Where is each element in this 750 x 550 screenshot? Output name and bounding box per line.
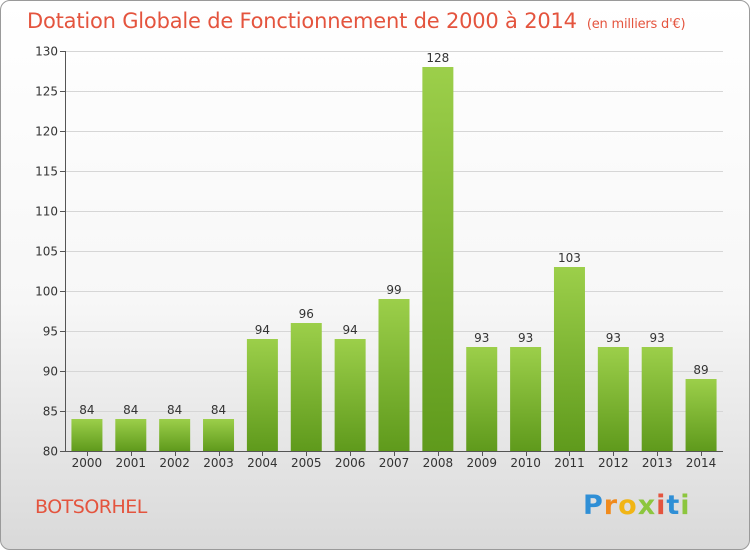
x-tick-label: 2010 bbox=[510, 456, 541, 470]
data-label: 103 bbox=[558, 251, 581, 265]
data-label: 93 bbox=[518, 331, 533, 345]
proxiti-logo: Proxiti bbox=[583, 490, 691, 521]
bar bbox=[334, 339, 366, 451]
logo-letter: t bbox=[666, 490, 681, 521]
logo-letter: i bbox=[656, 490, 667, 521]
bar bbox=[685, 379, 717, 451]
bar bbox=[203, 419, 235, 451]
logo-letter: P bbox=[583, 490, 604, 521]
bar bbox=[71, 419, 103, 451]
bar bbox=[466, 347, 498, 451]
x-tick-label: 2014 bbox=[686, 456, 717, 470]
y-tick-label: 100 bbox=[35, 285, 58, 299]
data-label: 84 bbox=[123, 403, 138, 417]
logo-letter: x bbox=[637, 490, 657, 521]
bar bbox=[159, 419, 191, 451]
axes: 80 85 90 95 100 105 110 115 120 125 130 2000 2001 200… bbox=[35, 45, 723, 470]
chart-title-text: Dotation Globale de Fonctionnement de 20… bbox=[27, 9, 577, 33]
data-label: 93 bbox=[474, 331, 489, 345]
y-tick-label: 105 bbox=[35, 245, 58, 259]
x-tick-label: 2000 bbox=[72, 456, 103, 470]
bar bbox=[378, 299, 410, 451]
y-tick-label: 80 bbox=[43, 445, 58, 459]
x-tick-label: 2008 bbox=[423, 456, 454, 470]
data-label: 94 bbox=[342, 323, 357, 337]
x-tick-label: 2003 bbox=[203, 456, 234, 470]
labels: 84 84 84 84 94 96 94 99 128 93 93 103 93 93 89 bbox=[79, 51, 708, 417]
bar bbox=[510, 347, 542, 451]
logo-letter: i bbox=[680, 490, 691, 521]
x-tick-label: 2006 bbox=[335, 456, 366, 470]
y-tick-label: 110 bbox=[35, 205, 58, 219]
x-tick-label: 2004 bbox=[247, 456, 278, 470]
y-tick-label: 95 bbox=[43, 325, 58, 339]
x-tick-label: 2007 bbox=[379, 456, 410, 470]
y-tick-label: 125 bbox=[35, 85, 58, 99]
x-tick-label: 2013 bbox=[642, 456, 673, 470]
data-label: 96 bbox=[299, 307, 314, 321]
y-tick-label: 120 bbox=[35, 125, 58, 139]
x-tick-label: 2002 bbox=[159, 456, 190, 470]
data-label: 99 bbox=[386, 283, 401, 297]
data-label: 93 bbox=[650, 331, 665, 345]
data-label: 128 bbox=[426, 51, 449, 65]
y-tick-label: 115 bbox=[35, 165, 58, 179]
data-label: 84 bbox=[79, 403, 94, 417]
bar bbox=[553, 267, 585, 451]
data-label: 84 bbox=[211, 403, 226, 417]
bar bbox=[115, 419, 147, 451]
logo-letter: o bbox=[618, 490, 638, 521]
bar bbox=[422, 67, 454, 451]
data-label: 84 bbox=[167, 403, 182, 417]
x-tick-label: 2011 bbox=[554, 456, 585, 470]
bar bbox=[597, 347, 629, 451]
y-tick-label: 85 bbox=[43, 405, 58, 419]
data-label: 93 bbox=[606, 331, 621, 345]
x-tick-label: 2009 bbox=[466, 456, 497, 470]
bar bbox=[246, 339, 278, 451]
x-tick-label: 2001 bbox=[116, 456, 147, 470]
bars bbox=[71, 67, 717, 451]
bar bbox=[290, 323, 322, 451]
chart-subtitle: (en milliers d'€) bbox=[586, 17, 686, 32]
y-tick-label: 130 bbox=[35, 45, 58, 59]
data-label: 89 bbox=[693, 363, 708, 377]
y-tick-label: 90 bbox=[43, 365, 58, 379]
bar bbox=[641, 347, 673, 451]
logo-letter: r bbox=[603, 490, 619, 521]
x-tick-label: 2012 bbox=[598, 456, 629, 470]
place-name: BOTSORHEL bbox=[35, 496, 147, 518]
chart-title: Dotation Globale de Fonctionnement de 20… bbox=[27, 9, 686, 33]
x-tick-label: 2005 bbox=[291, 456, 322, 470]
data-label: 94 bbox=[255, 323, 270, 337]
